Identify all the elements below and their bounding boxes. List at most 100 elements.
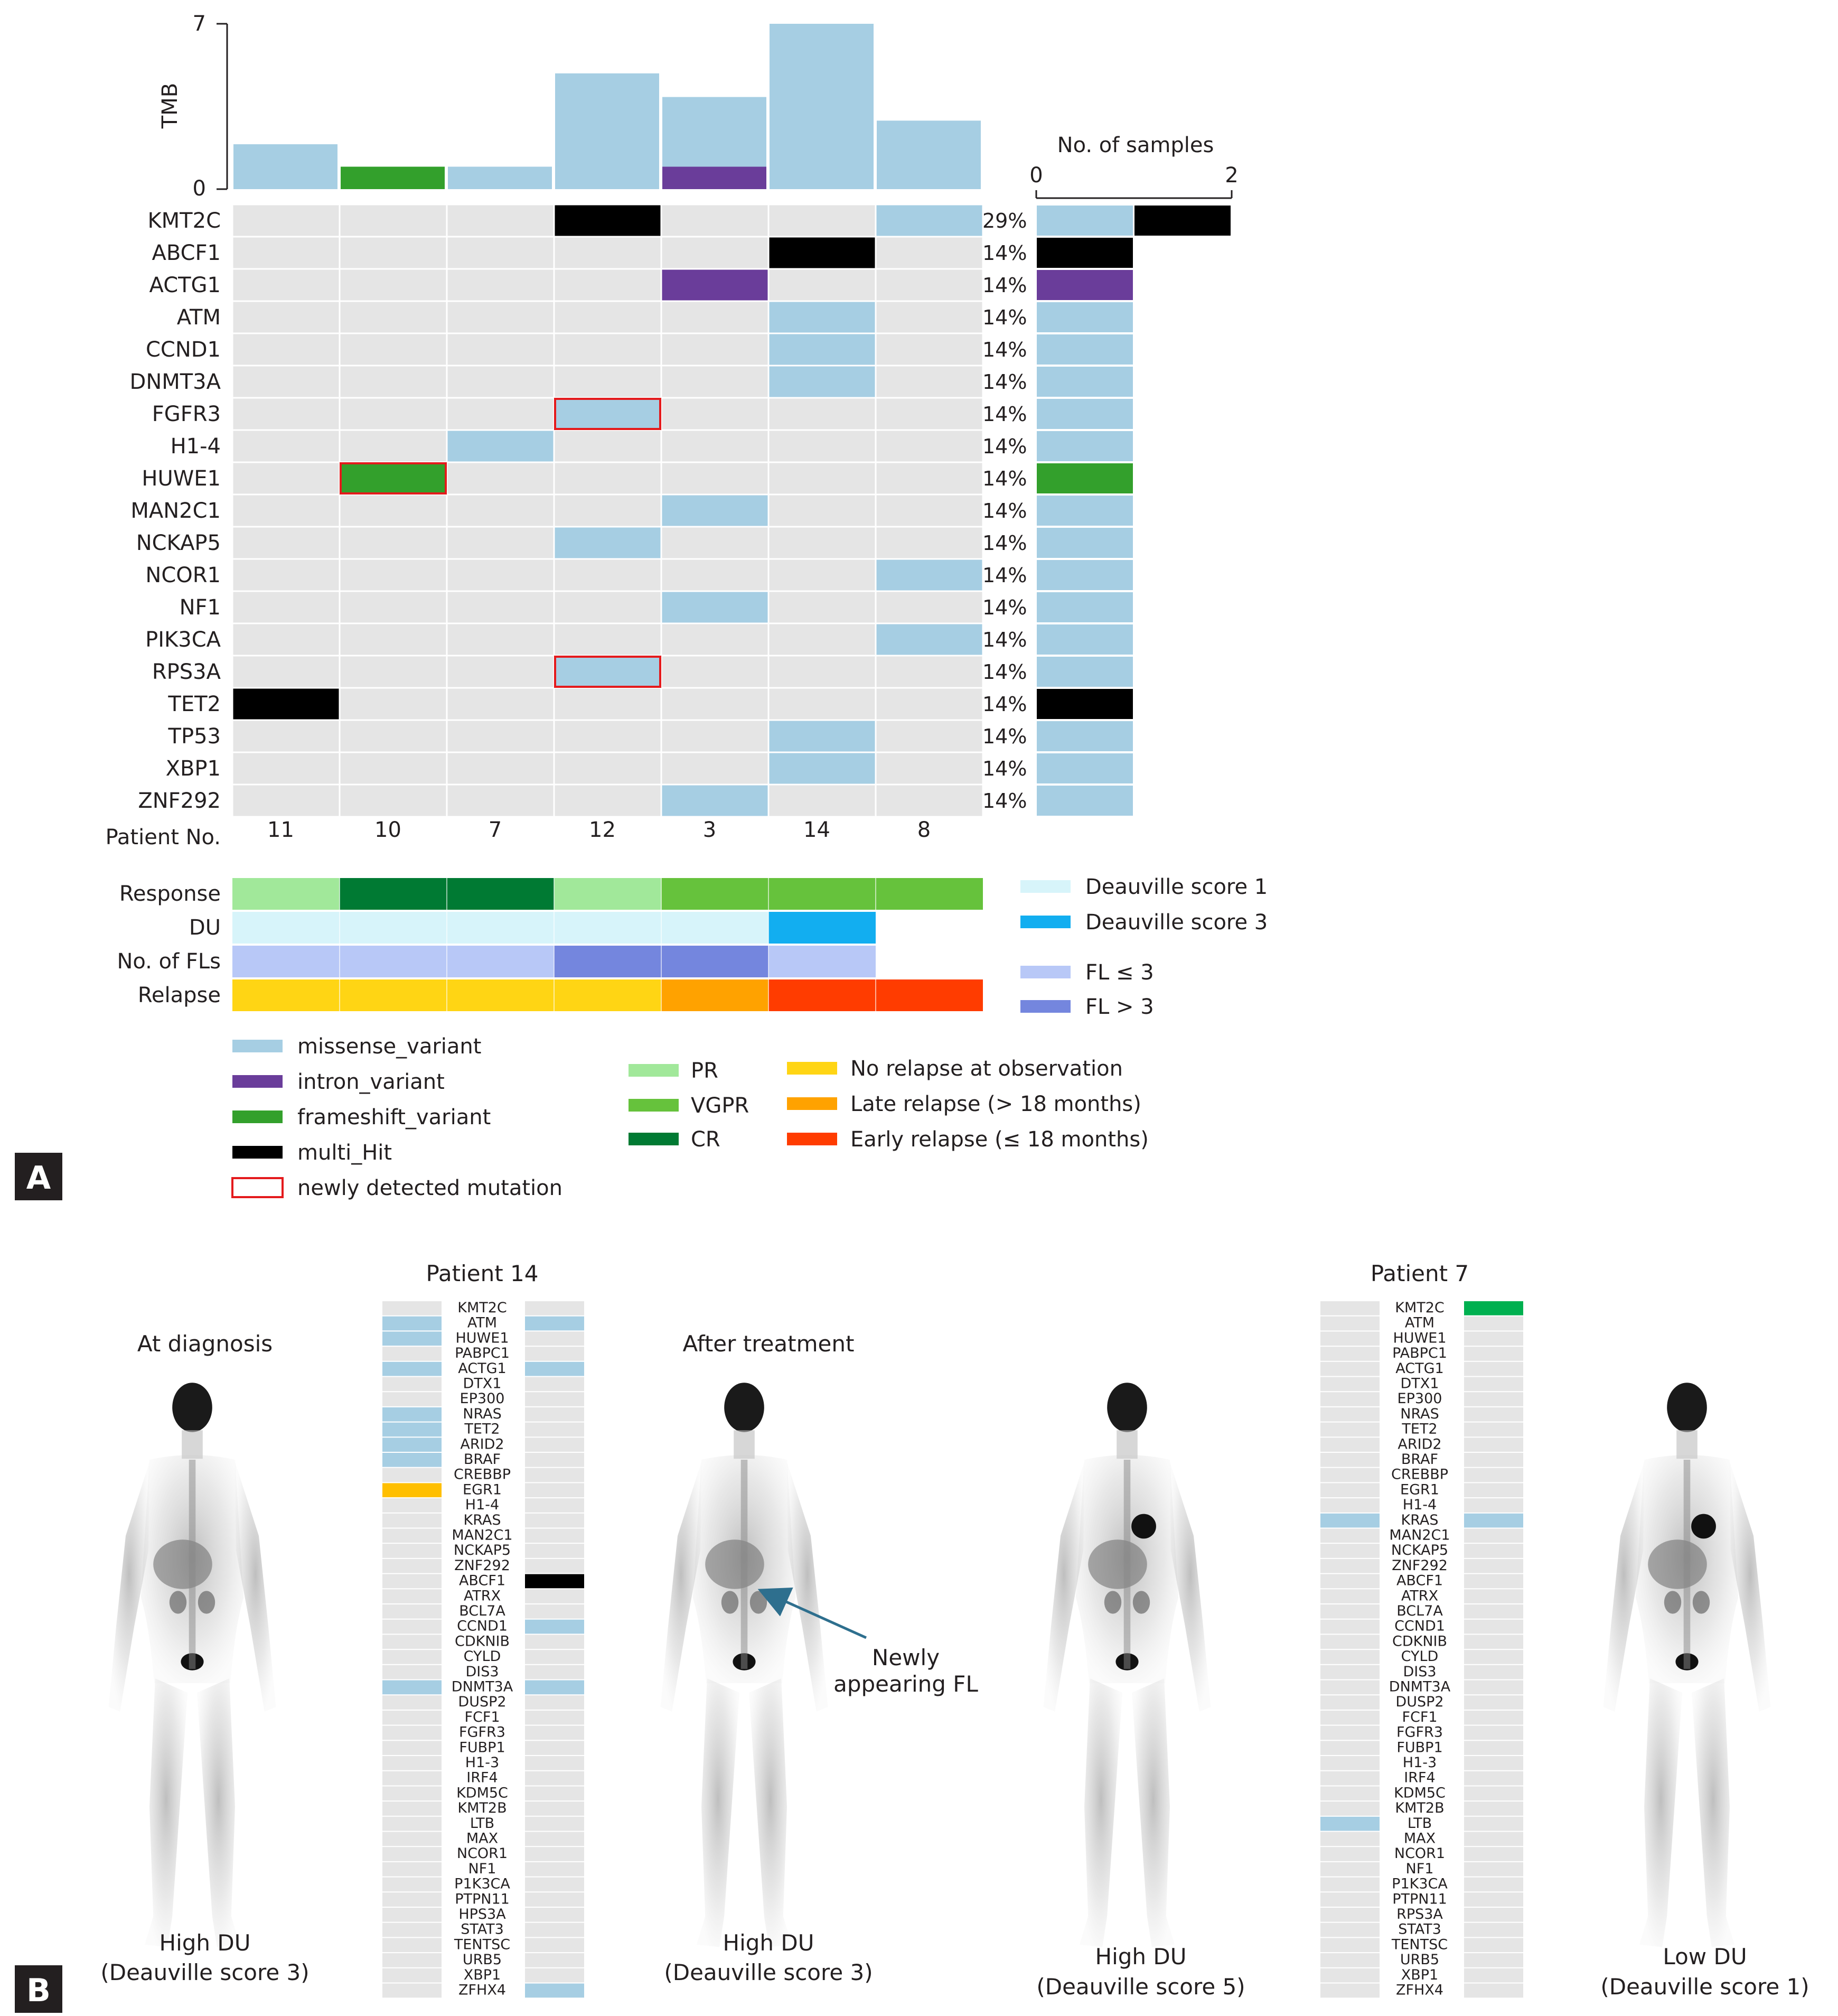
strip-right-patient-7-gene-strip-DUSP2 [1464, 1695, 1523, 1710]
cell-ABCF1-10 [340, 237, 446, 268]
right-leg [1132, 1678, 1175, 1947]
gene-pct-NF1: 14% [982, 596, 1027, 619]
strip-left-patient-7-gene-strip-CREBBP [1320, 1468, 1380, 1482]
strip-left-patient-7-gene-strip-ARID2 [1320, 1438, 1380, 1452]
kidney-left [1664, 1591, 1682, 1614]
legend-label-CR: CR [691, 1127, 720, 1152]
strip-gene-patient-7-gene-strip-BRAF: BRAF [1401, 1451, 1438, 1468]
annotation-cell-3-3 [661, 979, 768, 1011]
cell-MAN2C1-7 [447, 495, 554, 526]
cell-NCOR1-12 [555, 559, 661, 591]
strip-right-patient-14-gene-strip-ACTG1 [525, 1361, 584, 1376]
gene-label-NCOR1: NCOR1 [145, 563, 221, 587]
strip-left-patient-14-gene-strip-KMT2C [382, 1301, 442, 1315]
cell-TP53-12 [555, 721, 661, 752]
strip-left-patient-14-gene-strip-LTB [382, 1816, 442, 1831]
sample-bar-ACTG1-intron_variant [1037, 270, 1133, 300]
strip-gene-patient-7-gene-strip-BCL7A: BCL7A [1396, 1603, 1443, 1619]
strip-right-patient-14-gene-strip-LTB [525, 1816, 584, 1831]
p14-pre-caption-top: At diagnosis [137, 1331, 273, 1357]
left-leg [1639, 1678, 1682, 1947]
strip-left-patient-7-gene-strip-NRAS [1320, 1407, 1380, 1422]
gene-label-RPS3A: RPS3A [152, 660, 221, 684]
cell-RPS3A-8 [876, 656, 982, 687]
p14-post-caption-2: (Deauville score 3) [664, 1959, 873, 1985]
right-leg [1692, 1678, 1734, 1947]
strip-right-patient-7-gene-strip-BRAF [1464, 1453, 1523, 1467]
strip-right-patient-7-gene-strip-KMT2C [1464, 1301, 1523, 1315]
cell-ZNF292-7 [447, 785, 554, 816]
right-leg [749, 1678, 792, 1947]
cell-KMT2C-14 [769, 205, 875, 236]
strip-left-patient-7-gene-strip-NCKAP5 [1320, 1544, 1380, 1558]
strip-gene-patient-7-gene-strip-DTX1: DTX1 [1401, 1376, 1439, 1392]
strip-left-patient-14-gene-strip-FCF1 [382, 1710, 442, 1725]
strip-gene-patient-14-gene-strip-DTX1: DTX1 [463, 1376, 502, 1392]
tmb-bar-3-intron [662, 166, 766, 189]
cell-MAN2C1-12 [555, 495, 661, 526]
strip-right-patient-14-gene-strip-TENTSC [525, 1938, 584, 1953]
gene-pct-DNMT3A: 14% [982, 370, 1027, 394]
strip-gene-patient-14-gene-strip-BCL7A: BCL7A [459, 1603, 505, 1619]
gene-label-KMT2C: KMT2C [147, 209, 221, 233]
gene-pct-KMT2C: 29% [982, 209, 1027, 232]
strip-left-patient-14-gene-strip-KRAS [382, 1513, 442, 1528]
cell-ZNF292-3 [662, 785, 768, 816]
strip-left-patient-7-gene-strip-PABPC1 [1320, 1347, 1380, 1361]
legend-swatch-early_relapse [787, 1133, 837, 1145]
cell-XBP1-3 [662, 753, 768, 784]
sample-bar-CCND1-missense_variant [1037, 334, 1133, 365]
strip-left-patient-7-gene-strip-ZFHX4 [1320, 1983, 1380, 1998]
cell-XBP1-7 [447, 753, 554, 784]
strip-gene-patient-7-gene-strip-RPS3A: RPS3A [1396, 1906, 1443, 1922]
legend-label-fl_le3: FL ≤ 3 [1085, 960, 1154, 985]
cell-DNMT3A-12 [555, 366, 661, 397]
cell-HUWE1-12 [555, 463, 661, 494]
gene-strip-patient-7: Patient 7 KMT2CATMHUWE1PABPC1ACTG1DTX1EP3… [1320, 1261, 1523, 1999]
strip-gene-patient-14-gene-strip-EGR1: EGR1 [463, 1481, 502, 1498]
strip-left-patient-14-gene-strip-TENTSC [382, 1938, 442, 1953]
cell-ACTG1-10 [340, 269, 446, 301]
cell-ZNF292-10 [340, 785, 446, 816]
strip-left-patient-7-gene-strip-STAT3 [1320, 1922, 1380, 1937]
tmb-bar-3-missense [662, 97, 766, 167]
strip-right-patient-7-gene-strip-NRAS [1464, 1407, 1523, 1422]
strip-gene-patient-14-gene-strip-URB5: URB5 [463, 1952, 502, 1968]
gene-label-DNMT3A: DNMT3A [130, 370, 221, 394]
cell-TP53-14 [769, 721, 875, 752]
annotation-cell-2-7 [447, 946, 554, 977]
legend-label-fl_gt3: FL > 3 [1085, 995, 1154, 1019]
legend-swatch-missense_variant [232, 1040, 283, 1052]
strip-left-patient-14-gene-strip-H1-4 [382, 1498, 442, 1513]
strip-right-patient-14-gene-strip-CREBBP [525, 1468, 584, 1482]
strip-gene-patient-7-gene-strip-P1K3CA: P1K3CA [1392, 1876, 1448, 1892]
strip-left-patient-7-gene-strip-ATM [1320, 1316, 1380, 1331]
sample-bars [1037, 206, 1231, 816]
strip-gene-patient-14-gene-strip-NF1: NF1 [468, 1861, 496, 1877]
strip-right-patient-14-gene-strip-FUBP1 [525, 1741, 584, 1755]
right-arm [235, 1462, 276, 1712]
strip-left-patient-7-gene-strip-TET2 [1320, 1422, 1380, 1437]
strip-left-patient-14-gene-strip-MAX [382, 1832, 442, 1846]
annotation-tracks: Response DU No. of FLs Relapse [117, 878, 983, 1011]
liver [1088, 1539, 1147, 1589]
gene-percent-labels: 29% 14% 14% 14% 14% 14% 14% 14% 14% 14% 14% 14% 14% 1… [982, 209, 1027, 813]
p7-pre-caption-1: High DU [1095, 1944, 1187, 1970]
p14-pre-caption-1: High DU [160, 1930, 251, 1956]
left-leg [1080, 1678, 1122, 1947]
legend-swatch-VGPR [629, 1099, 679, 1112]
gene-pct-PIK3CA: 14% [982, 628, 1027, 651]
strip-gene-patient-14-gene-strip-EP300: EP300 [460, 1390, 505, 1407]
cell-TET2-3 [662, 688, 768, 720]
strip-gene-patient-7-gene-strip-MAN2C1: MAN2C1 [1389, 1527, 1450, 1544]
strip-gene-patient-7-gene-strip-DUSP2: DUSP2 [1395, 1694, 1443, 1710]
sample-bar-MAN2C1-missense_variant [1037, 496, 1133, 526]
strip-gene-patient-14-gene-strip-CDKNIB: CDKNIB [455, 1633, 510, 1649]
cell-H1-4-8 [876, 431, 982, 462]
strip-right-patient-7-gene-strip-XBP1 [1464, 1968, 1523, 1983]
strip-right-patient-14-gene-strip-H1-3 [525, 1756, 584, 1770]
cell-RPS3A-7 [447, 656, 554, 687]
annotation-cell-0-8 [876, 878, 983, 910]
p14-pre-caption-2: (Deauville score 3) [100, 1959, 309, 1985]
strip-gene-patient-7-gene-strip-XBP1: XBP1 [1401, 1967, 1438, 1983]
